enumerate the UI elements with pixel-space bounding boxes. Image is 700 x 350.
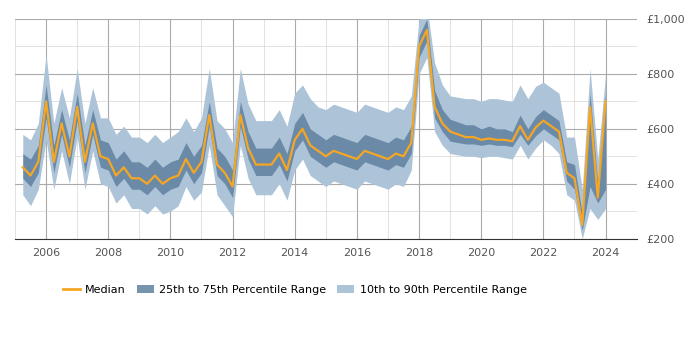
- Legend: Median, 25th to 75th Percentile Range, 10th to 90th Percentile Range: Median, 25th to 75th Percentile Range, 1…: [58, 280, 531, 299]
